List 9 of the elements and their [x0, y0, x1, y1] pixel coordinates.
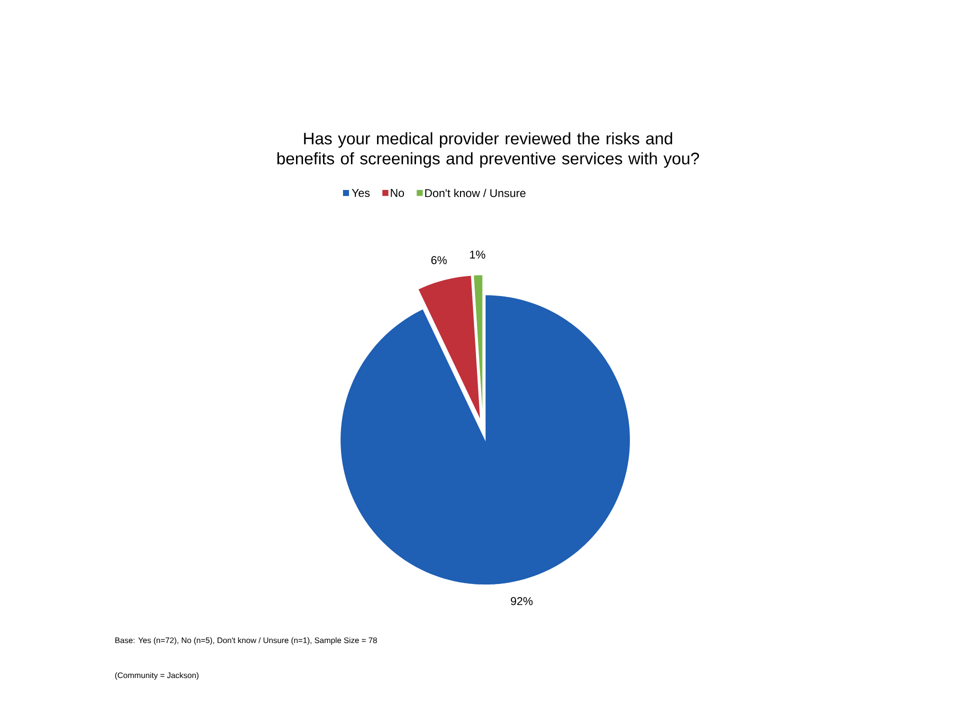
- legend-label: No: [390, 189, 404, 197]
- legend-label: Don't know / Unsure: [425, 188, 526, 198]
- data-label: 1%: [470, 250, 486, 259]
- text: Base: Yes (n=72), No (n=5), Don't know / Unsure (n=1), Sample Size = 78: [115, 637, 377, 645]
- data-label: 92%: [510, 597, 533, 606]
- data-label: 6%: [431, 256, 447, 264]
- legend-label: Yes: [352, 189, 370, 197]
- text: (Community = Jackson): [115, 672, 198, 680]
- chart-title: Has your medical provider reviewed the risks and benefits of screenings and preventive services with you?: [277, 132, 700, 168]
